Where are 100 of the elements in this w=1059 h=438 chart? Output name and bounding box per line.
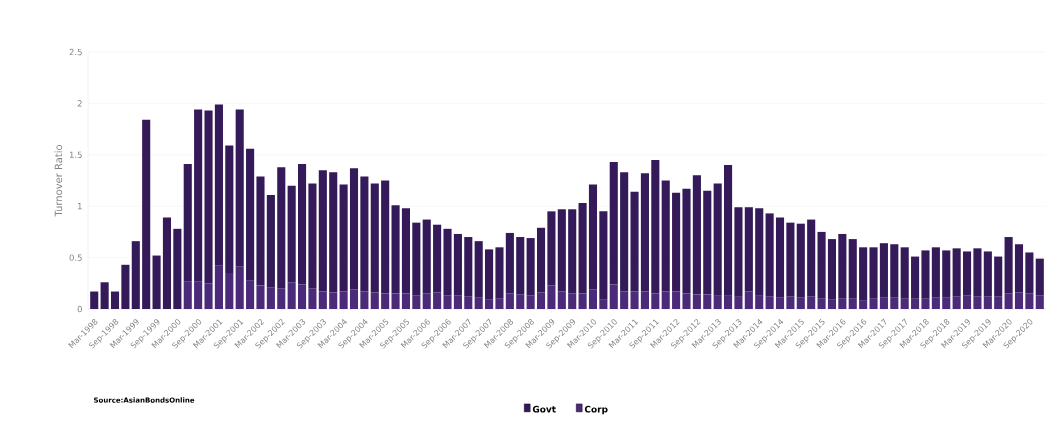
bar [381,180,390,294]
bar [495,298,504,309]
bar [962,251,972,296]
bar [246,148,255,281]
bar [443,228,452,296]
bar [349,289,359,309]
bar [640,173,649,292]
bar [287,282,296,309]
bar [381,293,390,309]
bar [433,292,442,309]
bar [931,247,940,298]
bar [401,208,410,294]
bar [630,191,639,292]
bar [609,162,618,285]
bar [859,247,868,301]
bar [765,213,774,297]
bar [339,291,348,309]
bar [183,164,192,282]
bar [942,250,951,298]
bar [329,292,338,309]
bar [266,287,275,309]
bar [173,228,182,309]
bar [505,293,514,309]
bar [1004,237,1013,294]
bar [474,297,483,309]
bar [183,281,192,309]
bar [620,172,629,292]
bar [349,168,359,290]
bar [246,280,255,309]
bar [578,293,587,309]
bar [651,293,660,309]
bar [900,247,909,299]
bar [536,227,546,293]
bar [568,293,577,309]
bar [412,222,421,296]
bar [879,243,888,298]
bar [578,203,587,294]
bar [277,288,286,309]
bar [807,219,816,297]
bar [734,207,743,297]
bar [942,297,951,309]
bar [869,298,878,309]
bar [547,211,556,286]
bar [329,172,338,293]
bar [724,295,733,309]
bar [536,292,546,309]
bar [983,251,992,297]
bar [485,299,494,309]
bar [838,298,847,309]
bar [547,285,556,309]
bar [360,176,369,292]
bar [890,297,899,309]
bar [724,165,733,296]
bar [755,295,764,309]
bar [464,237,473,297]
bar [952,296,961,309]
bar [931,297,940,309]
bar [983,296,992,309]
y-tick-label: 0 [77,305,82,313]
bar [557,291,566,309]
y-tick-label: 2 [77,100,82,107]
bar [744,291,753,309]
bar [516,294,525,309]
bar [204,283,213,309]
bar [422,293,431,309]
bar [495,247,504,299]
bar [1004,293,1013,309]
bar [474,241,483,298]
bar [391,205,400,294]
bar [110,291,120,309]
bar [391,293,400,309]
bar [921,298,930,309]
bar [796,297,805,309]
bar [713,183,722,296]
bar [370,292,379,309]
bar [911,256,920,299]
bar [775,217,785,298]
bar [443,295,452,309]
bar [568,209,577,294]
bar [838,233,847,299]
bar [557,209,566,292]
bar [194,109,203,282]
bar [1035,295,1044,309]
bar [588,289,598,309]
bar [786,222,795,297]
bar [962,295,972,309]
bar [609,284,618,309]
bar [682,188,691,294]
bar [879,297,888,309]
bar [786,296,795,309]
bar [713,295,722,309]
bar [204,110,213,284]
bar [1025,252,1034,294]
y-axis-title: Turnover Ratio [54,144,63,217]
bar [453,295,462,309]
bar [682,293,691,309]
bar [620,291,629,309]
bar [661,180,670,292]
bar [277,167,286,289]
bar [755,208,764,296]
